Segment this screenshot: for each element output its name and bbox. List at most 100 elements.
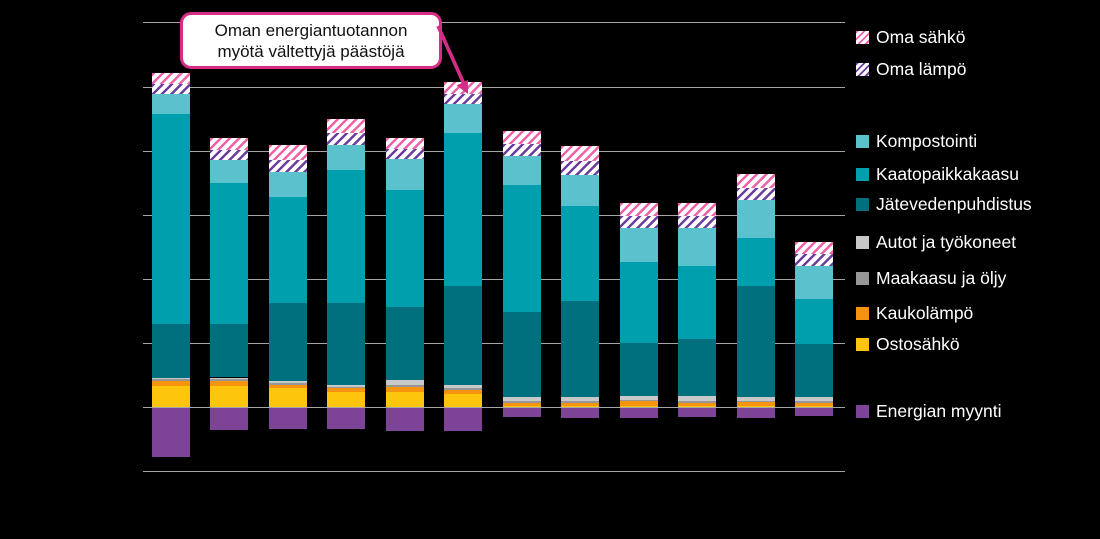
bar-11-segment-kaukolampo: [737, 401, 775, 407]
bar-11-segment-ostosahko: [737, 406, 775, 407]
bar-1-segment-oma_lampo: [152, 83, 190, 95]
bar-8-segment-kaukolampo: [561, 403, 599, 407]
zero-axis-line: [143, 407, 845, 408]
bar-12-segment-oma_lampo: [795, 254, 833, 266]
legend-label-kaukolampo: Kaukolämpö: [876, 303, 974, 323]
legend-item-autot_ja_tyokoneet: Autot ja työkoneet: [856, 232, 1016, 253]
bar-4-segment-oma_sahko: [327, 118, 365, 133]
bar-11-segment-oma_lampo: [737, 187, 775, 200]
bar-12-segment-kompostointi: [795, 265, 833, 299]
bar-4-segment-jatevedenpuhdistus: [327, 302, 365, 386]
bar-1-segment-jatevedenpuhdistus: [152, 323, 190, 378]
bar-4-segment-maakaasu_ja_oljy: [327, 387, 365, 389]
legend-label-oma_lampo: Oma lämpö: [876, 59, 967, 79]
legend-label-autot_ja_tyokoneet: Autot ja työkoneet: [876, 232, 1017, 252]
legend-label-kompostointi: Kompostointi: [876, 131, 978, 151]
bar-5-segment-energian_myynti: [386, 408, 424, 432]
bar-5-segment-maakaasu_ja_oljy: [386, 385, 424, 388]
gridline: [143, 151, 845, 152]
bar-10-segment-jatevedenpuhdistus: [678, 339, 716, 397]
legend-swatch-autot_ja_tyokoneet: [856, 236, 869, 249]
chart-legend: Oma sähkö Oma lämpö Kompostointi Kaatopaikk…: [856, 0, 1100, 539]
bar-12-segment-kaatopaikkakaasu: [795, 298, 833, 344]
bar-7-segment-maakaasu_ja_oljy: [503, 401, 541, 404]
bar-4-segment-kaatopaikkakaasu: [327, 170, 365, 303]
bar-6-segment-kaatopaikkakaasu: [444, 132, 482, 286]
bar-6-segment-autot_ja_tyokoneet: [444, 384, 482, 389]
bar-6-segment-jatevedenpuhdistus: [444, 285, 482, 385]
gridline: [143, 343, 845, 344]
annotation-callout-line2: myötä vältettyjä päästöjä: [217, 41, 405, 61]
bar-2-segment-energian_myynti: [210, 408, 248, 431]
bar-2-segment-jatevedenpuhdistus: [210, 324, 248, 378]
bar-1-segment-energian_myynti: [152, 408, 190, 458]
bar-11-segment-energian_myynti: [737, 408, 775, 418]
bar-4-segment-energian_myynti: [327, 408, 365, 429]
gridline: [143, 87, 845, 88]
bar-1-segment-oma_sahko: [152, 73, 190, 84]
bar-5-segment-autot_ja_tyokoneet: [386, 380, 424, 386]
legend-label-jatevedenpuhdistus: Jätevedenpuhdistus: [876, 194, 1032, 214]
bar-7-segment-ostosahko: [503, 406, 541, 407]
legend-swatch-jatevedenpuhdistus: [856, 198, 869, 211]
bar-9-segment-ostosahko: [620, 406, 658, 407]
bar-9-segment-oma_lampo: [620, 215, 658, 229]
bar-8-segment-kaatopaikkakaasu: [561, 205, 599, 301]
bar-12-segment-autot_ja_tyokoneet: [795, 396, 833, 402]
bar-2-segment-oma_lampo: [210, 149, 248, 161]
legend-label-oma_sahko: Oma sähkö: [876, 27, 966, 47]
legend-label-energian_myynti: Energian myynti: [876, 401, 1002, 421]
bar-4-segment-oma_lampo: [327, 132, 365, 146]
bar-2-segment-kompostointi: [210, 160, 248, 184]
legend-item-kaukolampo: Kaukolämpö: [856, 303, 973, 324]
bar-7-segment-energian_myynti: [503, 408, 541, 417]
bar-5-segment-kaukolampo: [386, 387, 424, 393]
gridline: [143, 22, 845, 23]
bar-7-segment-kaatopaikkakaasu: [503, 185, 541, 313]
bar-11-segment-maakaasu_ja_oljy: [737, 400, 775, 402]
bar-4-segment-ostosahko: [327, 391, 365, 407]
bar-6-segment-kaukolampo: [444, 390, 482, 394]
bar-7-segment-autot_ja_tyokoneet: [503, 397, 541, 402]
bar-10-segment-oma_sahko: [678, 203, 716, 216]
legend-swatch-maakaasu_ja_oljy: [856, 272, 869, 285]
legend-item-maakaasu_ja_oljy: Maakaasu ja öljy: [856, 268, 1006, 289]
bar-12-segment-kaukolampo: [795, 402, 833, 407]
legend-swatch-oma_lampo: [856, 63, 869, 76]
legend-swatch-oma_sahko: [856, 31, 869, 44]
bar-3-segment-autot_ja_tyokoneet: [269, 381, 307, 384]
bar-8-segment-autot_ja_tyokoneet: [561, 397, 599, 402]
bar-5-segment-jatevedenpuhdistus: [386, 307, 424, 381]
bar-8-segment-oma_lampo: [561, 160, 599, 175]
bar-3-segment-kompostointi: [269, 172, 307, 198]
annotation-arrow: [436, 25, 468, 94]
bar-5-segment-oma_lampo: [386, 148, 424, 159]
legend-label-ostosahko: Ostosähkö: [876, 334, 960, 354]
bar-6-segment-maakaasu_ja_oljy: [444, 388, 482, 391]
bar-11-segment-jatevedenpuhdistus: [737, 286, 775, 397]
legend-swatch-kompostointi: [856, 135, 869, 148]
legend-swatch-kaatopaikkakaasu: [856, 168, 869, 181]
bar-3-segment-energian_myynti: [269, 408, 307, 430]
bar-5-segment-kaatopaikkakaasu: [386, 189, 424, 307]
gridline: [143, 279, 845, 280]
legend-swatch-ostosahko: [856, 338, 869, 351]
bar-6-segment-energian_myynti: [444, 408, 482, 432]
legend-item-kaatopaikkakaasu: Kaatopaikkakaasu: [856, 164, 1019, 185]
legend-item-ostosahko: Ostosähkö: [856, 334, 960, 355]
bar-12-segment-ostosahko: [795, 406, 833, 407]
bar-3-segment-ostosahko: [269, 388, 307, 407]
bar-6-segment-kompostointi: [444, 103, 482, 133]
bar-4-segment-kaukolampo: [327, 388, 365, 392]
legend-swatch-kaukolampo: [856, 307, 869, 320]
bar-9-segment-autot_ja_tyokoneet: [620, 396, 658, 400]
legend-swatch-energian_myynti: [856, 405, 869, 418]
legend-label-kaatopaikkakaasu: Kaatopaikkakaasu: [876, 164, 1020, 184]
bar-1-segment-kaukolampo: [152, 380, 190, 387]
bar-9-segment-oma_sahko: [620, 203, 658, 216]
bar-11-segment-kaatopaikkakaasu: [737, 237, 775, 287]
bar-3-segment-jatevedenpuhdistus: [269, 302, 307, 382]
bar-12-segment-maakaasu_ja_oljy: [795, 401, 833, 403]
bar-1-segment-ostosahko: [152, 386, 190, 407]
